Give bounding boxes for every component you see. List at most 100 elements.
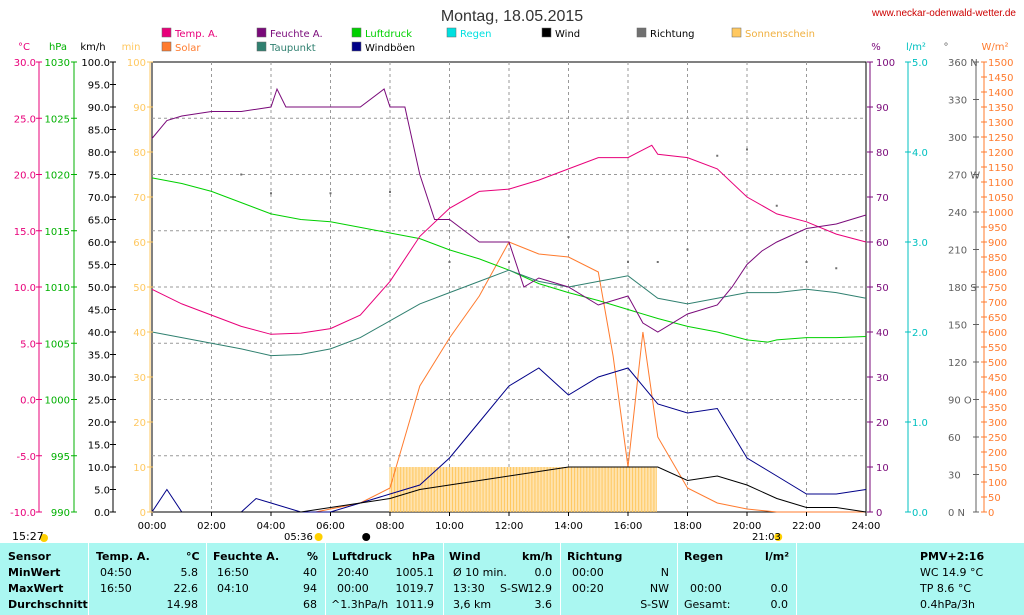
hdr-rain: Regen xyxy=(684,550,724,563)
hdr-wind-unit: km/h xyxy=(522,550,553,563)
sunrise-time: 05:36 xyxy=(284,532,313,543)
sun-tick-label: 60 xyxy=(133,238,146,249)
x-tick-label: 24:00 xyxy=(852,521,881,532)
hdr-hum: Feuchte A. xyxy=(213,550,280,563)
wind-unit-label: km/h xyxy=(80,42,105,53)
solar-tick-label: 1250 xyxy=(988,133,1013,144)
pressure-tick-label: 1025 xyxy=(45,114,70,125)
solar-tick-label: 1350 xyxy=(988,103,1013,114)
wind-tick-label: 50.0 xyxy=(88,283,110,294)
solar-tick-label: 100 xyxy=(988,478,1007,489)
max-wind-dir: S-SW xyxy=(500,582,529,595)
legend-label: Regen xyxy=(460,29,492,40)
direction-point xyxy=(835,267,838,270)
pressure-line xyxy=(151,177,867,343)
solar-tick-label: 1100 xyxy=(988,178,1013,189)
x-tick-label: 02:00 xyxy=(197,521,226,532)
row-min-label: MinWert xyxy=(8,566,61,579)
wind-tick-label: 10.0 xyxy=(88,463,110,474)
humidity-tick-label: 30 xyxy=(876,373,889,384)
x-tick-label: 14:00 xyxy=(554,521,583,532)
humidity-tick-label: 50 xyxy=(876,283,889,294)
wind-tick-label: 80.0 xyxy=(88,148,110,159)
solar-tick-label: 1400 xyxy=(988,88,1013,99)
rain-tick-label: 2.0 xyxy=(912,328,928,339)
wind-tick-label: 100.0 xyxy=(81,58,110,69)
series-lines xyxy=(151,87,867,513)
direction-tick-label: 90 O xyxy=(948,396,972,407)
avg-pmv: 0.4hPa/3h xyxy=(920,598,976,611)
max-dir-val: NW xyxy=(649,582,669,595)
max-pmv: TP 8.6 °C xyxy=(920,582,972,595)
direction-point xyxy=(686,248,689,251)
direction-point xyxy=(389,191,391,193)
update-time: 15:27 xyxy=(12,530,44,543)
avg-hum-val: 68 xyxy=(303,598,317,611)
solar-tick-label: 1500 xyxy=(988,58,1013,69)
sun-tick-label: 90 xyxy=(133,103,146,114)
grid xyxy=(151,61,867,513)
sunset-time: 21:03 xyxy=(752,532,781,543)
pressure-tick-label: 1030 xyxy=(45,58,70,69)
direction-point xyxy=(329,192,332,195)
x-tick-label: 12:00 xyxy=(495,521,524,532)
avg-temp-val: 14.98 xyxy=(166,598,199,611)
wind-tick-label: 85.0 xyxy=(88,126,110,137)
site-url[interactable]: www.neckar-odenwald-wetter.de xyxy=(871,8,1016,19)
pressure-tick-label: 995 xyxy=(51,452,70,463)
max-dir-time: 00:20 xyxy=(572,582,604,595)
direction-tick-label: 270 W xyxy=(948,171,980,182)
legend-label: Richtung xyxy=(650,29,695,40)
legend-label: Wind xyxy=(555,29,580,40)
legend: Temp. A. Feuchte A. Luftdruck Regen Wind Rich… xyxy=(161,27,815,54)
wind-tick-label: 15.0 xyxy=(88,441,110,452)
legend-label: Feuchte A. xyxy=(270,29,323,40)
max-temp-time: 16:50 xyxy=(100,582,132,595)
temp-tick-label: -10.0 xyxy=(10,508,36,519)
solar-line xyxy=(152,241,866,513)
sun-tick-label: 50 xyxy=(133,283,146,294)
sunrise-marker xyxy=(314,533,323,541)
direction-point xyxy=(775,204,778,207)
x-tick-label: 04:00 xyxy=(257,521,286,532)
solar-tick-label: 1050 xyxy=(988,193,1013,204)
x-tick-label: 00:00 xyxy=(138,521,167,532)
solar-tick-label: 700 xyxy=(988,298,1007,309)
wind-tick-label: 45.0 xyxy=(88,306,110,317)
sunset-marker xyxy=(774,533,783,541)
weather-chart: Montag, 18.05.2015 www.neckar-odenwald-w… xyxy=(10,8,1016,543)
direction-point xyxy=(508,261,510,263)
humidity-tick-label: 40 xyxy=(876,328,889,339)
direction-point xyxy=(746,148,748,151)
pressure-tick-label: 1015 xyxy=(45,227,70,238)
min-pmv: WC 14.9 °C xyxy=(920,566,984,579)
solar-tick-label: 750 xyxy=(988,283,1007,294)
solar-tick-label: 150 xyxy=(988,463,1007,474)
solar-tick-label: 200 xyxy=(988,448,1007,459)
rain-unit-label: l/m² xyxy=(906,42,926,53)
wind-tick-label: 5.0 xyxy=(94,486,110,497)
legend-swatch xyxy=(541,27,552,38)
wind-tick-label: 95.0 xyxy=(88,81,110,92)
legend-swatch xyxy=(161,41,172,52)
legend-swatch xyxy=(256,27,267,38)
solar-tick-label: 450 xyxy=(988,373,1007,384)
avg-press-val: 1011.9 xyxy=(395,598,435,611)
update-sun-marker xyxy=(40,534,48,542)
solar-tick-label: 500 xyxy=(988,358,1007,369)
direction-point xyxy=(240,173,243,176)
hdr-hum-unit: % xyxy=(307,550,319,563)
direction-tick-label: 0 N xyxy=(948,508,965,519)
solar-tick-label: 300 xyxy=(988,418,1007,429)
row-avg-label: Durchschnitt xyxy=(8,598,88,611)
legend-swatch xyxy=(256,41,267,52)
avg-dir-val: S-SW xyxy=(640,598,669,611)
direction-tick-label: 330 xyxy=(948,96,967,107)
legend-swatch xyxy=(731,27,742,38)
humidity-tick-label: 70 xyxy=(876,193,889,204)
x-tick-label: 10:00 xyxy=(435,521,464,532)
max-wind-val: 12.9 xyxy=(527,582,553,595)
x-tick-label: 08:00 xyxy=(376,521,405,532)
sun-unit-label: min xyxy=(122,42,141,53)
humidity-tick-label: 100 xyxy=(876,58,895,69)
